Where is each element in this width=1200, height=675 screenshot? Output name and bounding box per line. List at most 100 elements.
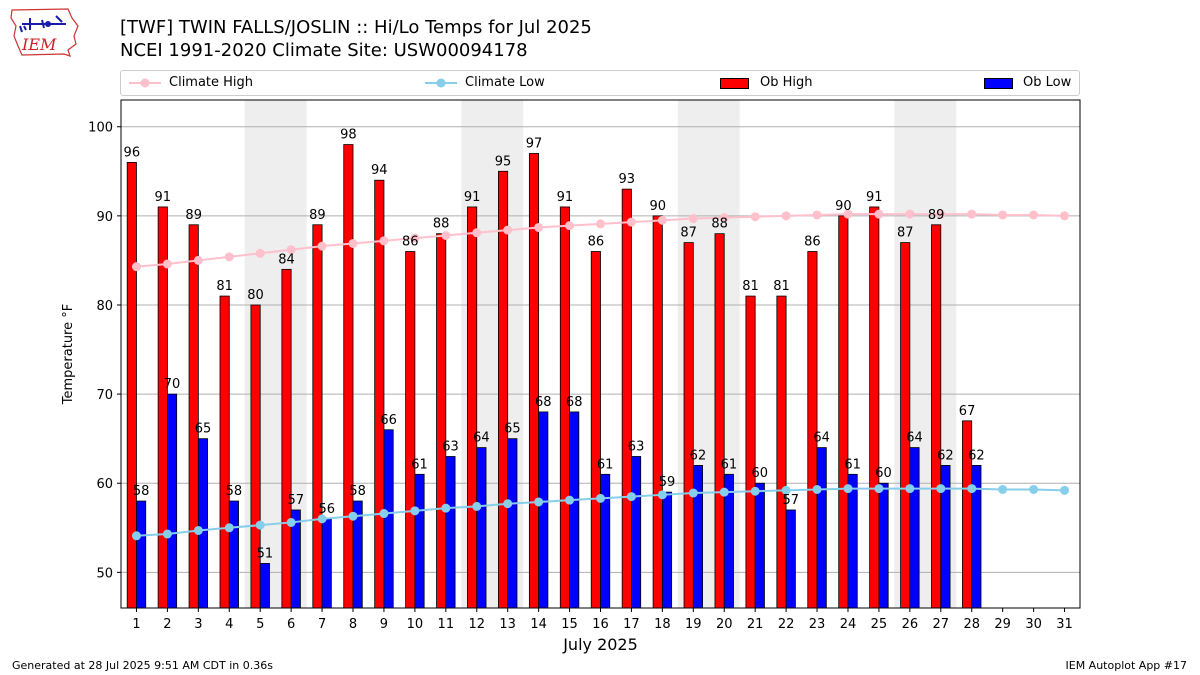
ob-high-value-label: 94 bbox=[371, 163, 388, 178]
x-tick-label: 7 bbox=[318, 617, 326, 632]
ob-low-value-label: 58 bbox=[349, 484, 366, 499]
ob-high-bar bbox=[528, 153, 540, 609]
ob-low-bar bbox=[878, 482, 889, 609]
ob-high-value-label: 86 bbox=[588, 235, 605, 250]
ob-low-bar bbox=[476, 447, 487, 609]
climate-high-point bbox=[503, 225, 513, 235]
climate-low-point bbox=[255, 520, 265, 530]
x-tick-label: 5 bbox=[256, 617, 264, 632]
ob-high-value-label: 86 bbox=[804, 235, 821, 250]
climate-high-point bbox=[843, 209, 853, 219]
ob-high-bar bbox=[621, 188, 632, 609]
ob-low-value-label: 68 bbox=[566, 395, 583, 410]
ob-high-bar bbox=[343, 144, 354, 609]
x-tick-label: 15 bbox=[561, 617, 578, 632]
y-tick-label: 100 bbox=[88, 121, 113, 136]
ob-high-value-label: 93 bbox=[619, 172, 636, 187]
climate-low-point bbox=[998, 484, 1008, 494]
x-tick-label: 26 bbox=[902, 617, 919, 632]
y-tick-label: 50 bbox=[96, 566, 113, 581]
y-tick-label: 90 bbox=[96, 210, 113, 225]
ob-low-value-label: 62 bbox=[937, 448, 954, 463]
climate-high-point bbox=[626, 217, 636, 227]
ob-low-value-label: 64 bbox=[813, 431, 830, 446]
climate-low-point bbox=[224, 523, 234, 533]
ob-low-value-label: 61 bbox=[411, 457, 428, 472]
ob-high-value-label: 89 bbox=[928, 208, 945, 223]
y-axis-label: Temperature °F bbox=[61, 304, 76, 405]
x-tick-label: 24 bbox=[840, 617, 857, 632]
ob-low-value-label: 63 bbox=[442, 439, 459, 454]
climate-high-point bbox=[193, 255, 203, 265]
ob-low-bar bbox=[321, 518, 332, 609]
climate-low-point bbox=[534, 497, 544, 507]
x-tick-label: 25 bbox=[871, 617, 888, 632]
weather-station-icon bbox=[19, 15, 66, 33]
climate-high-point bbox=[565, 221, 575, 231]
ob-low-bar bbox=[445, 456, 456, 609]
ob-low-value-label: 59 bbox=[659, 475, 676, 490]
x-tick-label: 3 bbox=[194, 617, 202, 632]
x-tick-label: 18 bbox=[654, 617, 671, 632]
ob-high-bar bbox=[126, 161, 137, 609]
ob-low-bar bbox=[847, 473, 858, 609]
ob-high-value-label: 89 bbox=[309, 208, 326, 223]
ob-high-value-label: 91 bbox=[154, 190, 171, 205]
climate-low-point bbox=[843, 484, 853, 494]
ob-high-bar bbox=[714, 233, 725, 609]
ob-high-value-label: 90 bbox=[649, 199, 666, 214]
climate-high-point bbox=[1060, 211, 1070, 221]
ob-high-bar bbox=[745, 295, 756, 609]
climate-high-point bbox=[286, 245, 296, 255]
x-tick-label: 11 bbox=[438, 617, 455, 632]
climate-high-point bbox=[750, 212, 760, 222]
x-tick-label: 29 bbox=[994, 617, 1011, 632]
ob-low-value-label: 58 bbox=[133, 484, 150, 499]
chart-subtitle: NCEI 1991-2020 Climate Site: USW00094178 bbox=[120, 40, 528, 61]
legend-bar-swatch-icon bbox=[720, 78, 749, 89]
ob-low-bar bbox=[507, 438, 518, 609]
ob-low-value-label: 70 bbox=[164, 377, 181, 392]
ob-high-bar bbox=[498, 170, 509, 609]
climate-low-point bbox=[812, 484, 822, 494]
ob-high-value-label: 87 bbox=[680, 226, 697, 241]
legend-label: Ob High bbox=[760, 75, 813, 90]
climate-high-point bbox=[317, 241, 327, 251]
x-tick-label: 30 bbox=[1025, 617, 1042, 632]
ob-low-bar bbox=[909, 447, 920, 609]
ob-low-value-label: 60 bbox=[752, 466, 769, 481]
legend-label: Climate High bbox=[169, 75, 254, 90]
climate-low-point bbox=[905, 484, 915, 494]
climate-high-point bbox=[1029, 210, 1039, 220]
x-tick-label: 20 bbox=[716, 617, 733, 632]
climate-high-point bbox=[905, 209, 915, 219]
climate-low-point bbox=[781, 485, 791, 495]
climate-low-point bbox=[626, 492, 636, 502]
ob-high-value-label: 67 bbox=[959, 404, 976, 419]
climate-low-point bbox=[317, 514, 327, 524]
ob-low-bar bbox=[692, 465, 703, 609]
legend-line-marker-icon bbox=[425, 78, 457, 88]
climate-high-point bbox=[255, 248, 265, 258]
ob-high-value-label: 90 bbox=[835, 199, 852, 214]
x-tick-label: 23 bbox=[809, 617, 826, 632]
ob-low-value-label: 62 bbox=[968, 448, 985, 463]
x-tick-label: 31 bbox=[1056, 617, 1073, 632]
ob-low-bar bbox=[414, 473, 425, 609]
ob-high-value-label: 96 bbox=[124, 145, 141, 160]
climate-high-point bbox=[379, 236, 389, 246]
ob-high-bar bbox=[312, 224, 323, 609]
x-tick-label: 19 bbox=[685, 617, 702, 632]
climate-high-point bbox=[688, 214, 698, 224]
ob-high-bar bbox=[219, 295, 230, 609]
ob-low-value-label: 68 bbox=[535, 395, 552, 410]
climate-high-point bbox=[719, 213, 729, 223]
x-tick-label: 28 bbox=[963, 617, 980, 632]
ob-high-value-label: 87 bbox=[897, 226, 914, 241]
climate-high-point bbox=[874, 209, 884, 219]
ob-high-value-label: 88 bbox=[433, 217, 450, 232]
ob-high-bar bbox=[188, 224, 199, 609]
ob-low-bar bbox=[383, 429, 394, 609]
